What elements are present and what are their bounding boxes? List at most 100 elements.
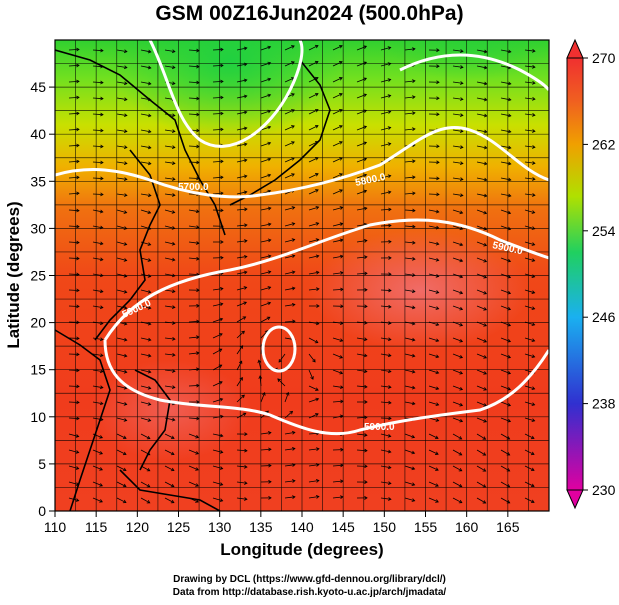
- streamline-arrow: [476, 81, 487, 85]
- streamline-arrow: [356, 61, 367, 67]
- streamline-arrowhead: [363, 157, 368, 162]
- map-plot-area: 5700.0 5800.0 5900.0 5900.0 5900.0: [55, 40, 549, 511]
- streamline-arrowhead: [195, 483, 199, 487]
- streamline-arrowhead: [531, 226, 536, 230]
- streamline-arrow: [188, 433, 199, 438]
- streamline-arrowhead: [76, 416, 80, 421]
- streamline-arrow: [332, 369, 343, 374]
- streamline-arrowhead: [291, 238, 296, 242]
- streamline-arrow: [524, 353, 535, 358]
- contour-label: 5700.0: [178, 182, 209, 193]
- streamline-arrowhead: [482, 484, 487, 488]
- map-title: GSM 00Z16Jun2024 (500.0hPa): [155, 2, 464, 25]
- streamline-arrowhead: [257, 359, 262, 364]
- streamline-arrow: [500, 433, 510, 440]
- streamline-arrow: [452, 465, 462, 472]
- streamline-arrow: [476, 369, 487, 375]
- streamline-arrowhead: [315, 479, 320, 483]
- streamline-arrow: [212, 465, 223, 470]
- streamline-arrowhead: [171, 241, 176, 246]
- streamline-arrow: [260, 94, 271, 99]
- streamline-arrow: [380, 111, 391, 115]
- streamline-arrowhead: [387, 190, 392, 195]
- streamline-arrowhead: [292, 495, 296, 499]
- streamline-arrowhead: [312, 358, 316, 363]
- streamline-arrowhead: [412, 47, 416, 51]
- streamline-arrowhead: [364, 400, 368, 404]
- streamline-arrowhead: [459, 97, 464, 101]
- streamline-arrowhead: [363, 173, 368, 178]
- streamline-arrow: [308, 125, 319, 131]
- streamline-arrowhead: [459, 129, 464, 133]
- streamline-arrowhead: [76, 208, 80, 213]
- streamline-arrow: [68, 417, 80, 419]
- streamline-arrowhead: [123, 177, 128, 181]
- streamline-arrow: [92, 273, 103, 277]
- streamline-arrow: [524, 385, 535, 390]
- streamline-arrow: [332, 321, 343, 324]
- streamline-arrow: [476, 289, 487, 295]
- streamline-arrowhead: [100, 192, 104, 197]
- streamline-arrowhead: [507, 306, 512, 311]
- streamline-arrowhead: [196, 367, 200, 372]
- streamline-arrow: [140, 289, 151, 293]
- streamline-arrowhead: [244, 432, 248, 437]
- streamline-arrowhead: [483, 161, 488, 166]
- streamline-arrow: [452, 81, 463, 84]
- streamline-arrow: [452, 481, 462, 488]
- streamline-arrow: [380, 337, 391, 340]
- streamline-arrowhead: [241, 330, 245, 335]
- streamline-arrowhead: [435, 418, 440, 422]
- streamline-arrowhead: [507, 354, 512, 359]
- streamline-arrowhead: [459, 193, 464, 198]
- streamline-arrowhead: [435, 257, 440, 262]
- streamline-arrow: [524, 113, 535, 116]
- streamline-arrow: [236, 330, 245, 339]
- streamline-arrow: [116, 289, 127, 293]
- streamline-arrowhead: [195, 209, 200, 214]
- streamline-arrowhead: [243, 270, 248, 275]
- streamline-arrowhead: [435, 370, 440, 375]
- streamline-arrow: [188, 320, 200, 323]
- lat-lon-grid: [55, 40, 549, 511]
- streamline-arrow: [404, 401, 415, 405]
- streamline-arrowhead: [388, 207, 392, 212]
- y-tick-label: 30: [30, 220, 46, 236]
- streamline-arrowhead: [364, 304, 368, 309]
- streamline-arrowhead: [315, 205, 320, 210]
- streamline-arrow: [332, 337, 343, 342]
- streamline-arrowhead: [220, 208, 224, 213]
- streamline-arrow: [236, 481, 247, 484]
- streamline-arrowhead: [483, 129, 488, 134]
- streamline-arrowhead: [219, 333, 223, 337]
- streamline-arrowhead: [363, 77, 368, 81]
- streamline-arrowhead: [99, 241, 104, 246]
- streamline-arrowhead: [506, 436, 511, 440]
- streamline-arrow: [404, 241, 415, 244]
- streamline-arrowhead: [170, 467, 175, 472]
- streamline-arrow: [524, 161, 535, 164]
- streamline-arrow: [428, 273, 439, 277]
- streamline-arrowhead: [220, 111, 224, 116]
- streamline-arrowhead: [147, 353, 152, 358]
- streamline-arrowhead: [459, 177, 464, 182]
- streamline-arrowhead: [243, 190, 248, 195]
- streamline-arrow: [284, 411, 293, 419]
- streamline-arrowhead: [99, 321, 104, 326]
- streamline-arrowhead: [172, 193, 176, 197]
- streamline-arrow: [404, 289, 415, 292]
- streamline-arrowhead: [147, 129, 152, 134]
- streamline-arrow: [212, 80, 224, 83]
- streamline-arrowhead: [436, 48, 440, 53]
- streamline-arrowhead: [387, 94, 392, 98]
- streamline-arrowhead: [268, 447, 272, 452]
- streamline-arrowhead: [507, 418, 512, 423]
- streamline-arrowhead: [75, 498, 80, 502]
- streamline-arrowhead: [220, 63, 224, 68]
- streamline-arrowhead: [243, 497, 248, 501]
- streamline-arrowhead: [364, 433, 368, 437]
- streamline-arrow: [428, 369, 439, 374]
- streamline-arrowhead: [122, 467, 127, 472]
- streamline-arrow: [428, 225, 439, 229]
- streamline-arrowhead: [99, 435, 104, 439]
